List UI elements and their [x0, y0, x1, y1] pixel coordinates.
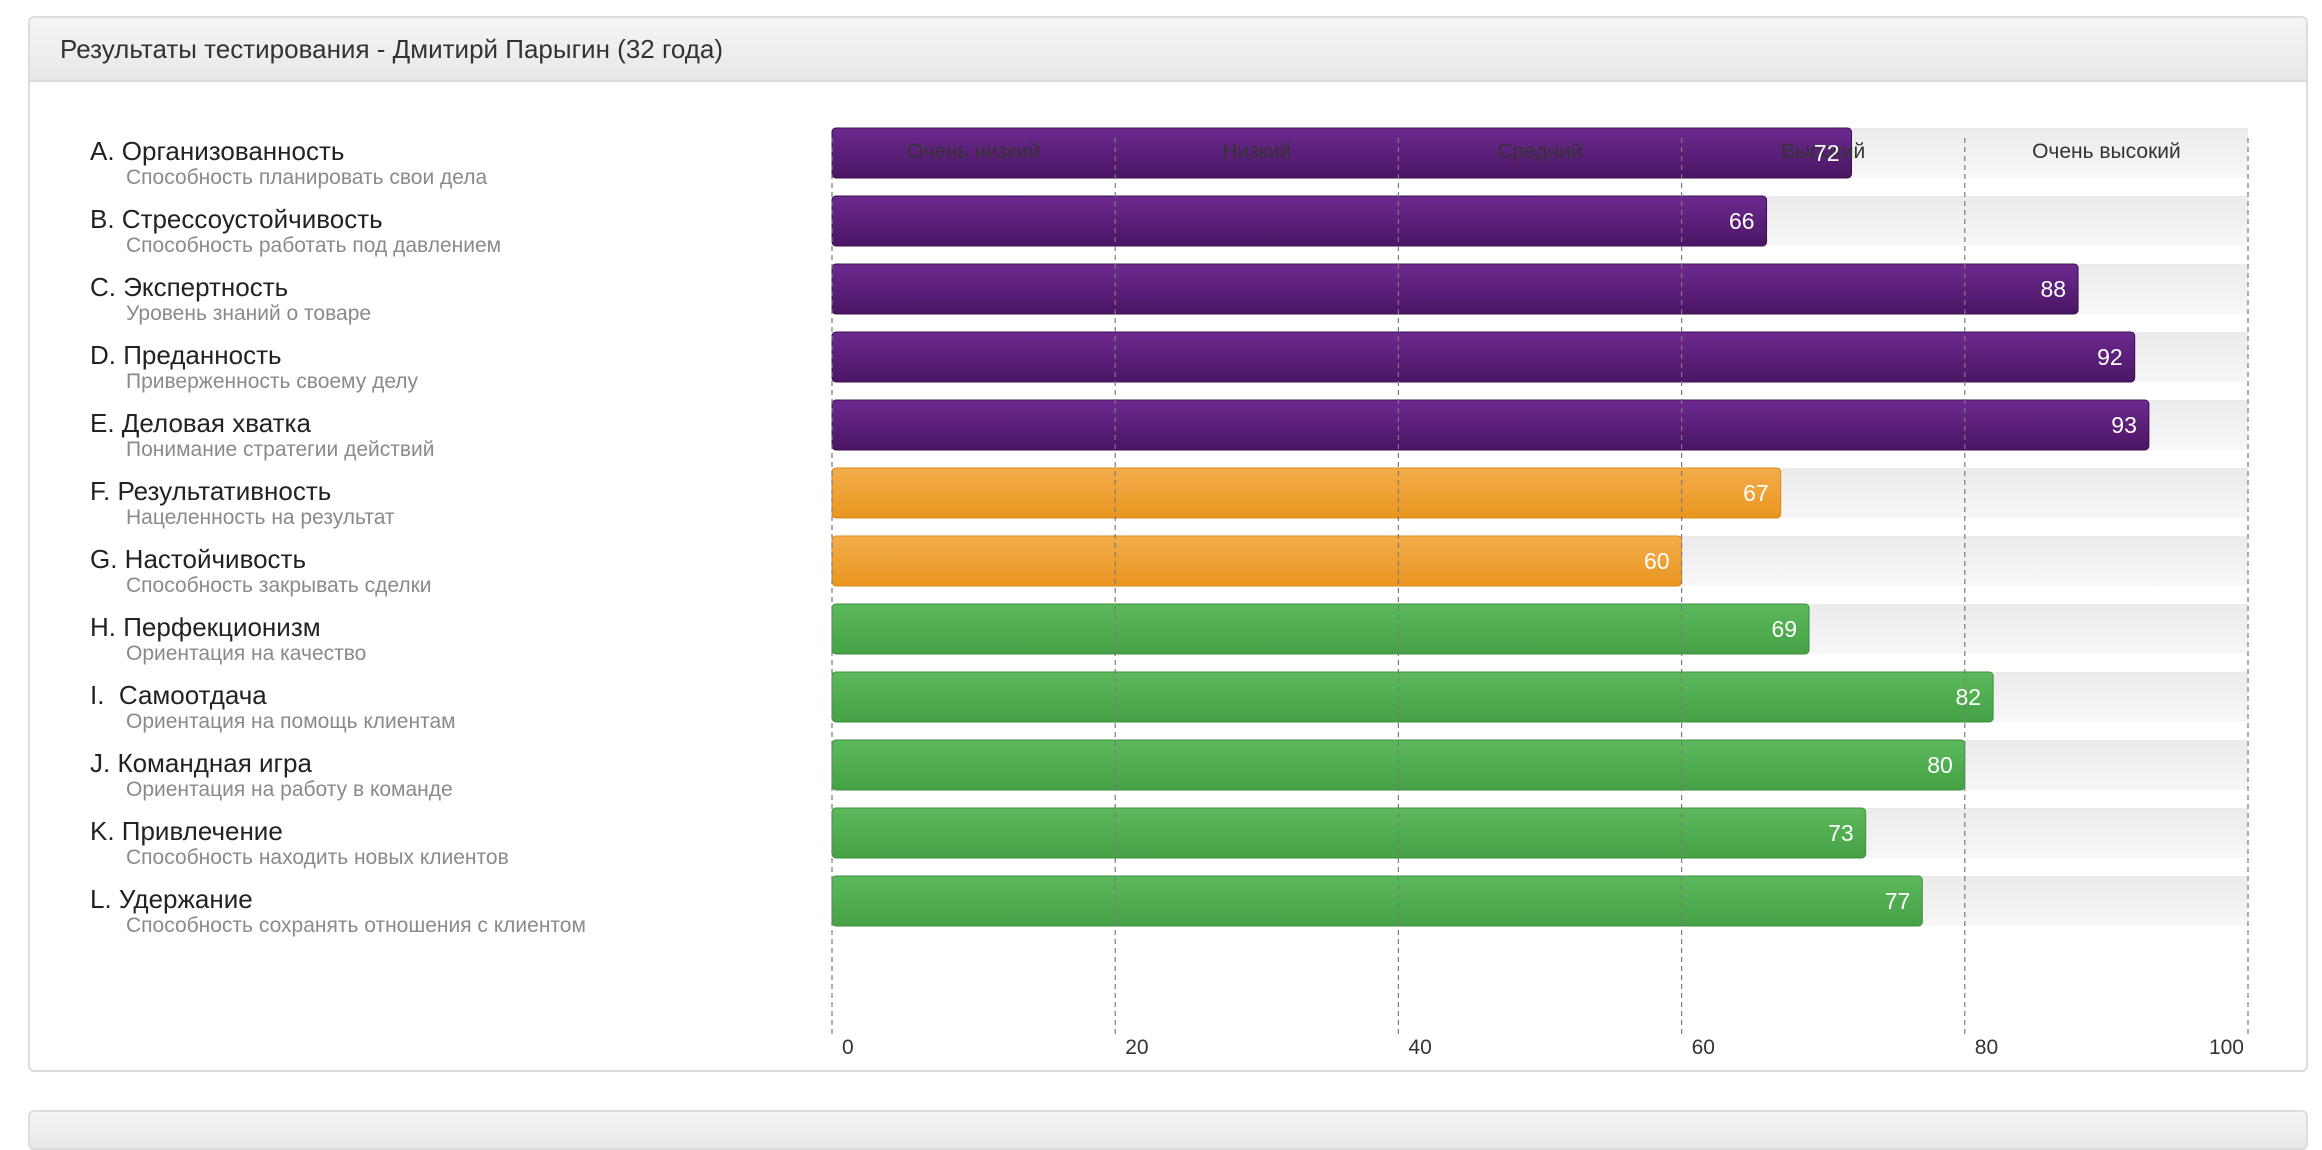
row-subtitle: Ориентация на качество — [126, 642, 366, 665]
row-title: D. Преданность — [90, 340, 282, 370]
row-title: E. Деловая хватка — [90, 408, 311, 438]
bar-value-label: 69 — [1771, 616, 1797, 642]
bar-value-label: 67 — [1743, 480, 1769, 506]
bar-value-label: 73 — [1828, 820, 1854, 846]
row-subtitle: Уровень знаний о товаре — [126, 302, 371, 325]
bar — [831, 739, 1966, 791]
bar-value-labels: 72 66 88 92 93 67 60 69 82 80 73 77 — [1644, 140, 2137, 914]
band-label: Очень высокий — [2032, 140, 2181, 163]
bar — [831, 875, 1923, 927]
x-tick-label: 20 — [1125, 1036, 1148, 1059]
row-subtitle: Приверженность своему делу — [126, 370, 419, 393]
bar-value-label: 88 — [2040, 276, 2066, 302]
bar-value-label: 66 — [1729, 208, 1755, 234]
bar — [831, 263, 2079, 315]
row-title: A. Организованность — [90, 136, 344, 166]
band-label: Очень низкий — [907, 140, 1040, 163]
row-title: J. Командная игра — [90, 748, 313, 778]
x-tick-label: 60 — [1692, 1036, 1715, 1059]
band-label: Низкий — [1222, 140, 1291, 163]
row-title: I. Самоотдача — [90, 680, 267, 710]
bar — [831, 195, 1768, 247]
row-subtitle: Способность закрывать сделки — [126, 574, 432, 597]
band-labels: Очень низкий Низкий Средний Высокий Очень вы… — [907, 140, 2181, 163]
row-title: L. Удержание — [90, 884, 253, 914]
bar-value-label: 72 — [1814, 140, 1840, 166]
bar — [831, 127, 1853, 179]
panel-title: Результаты тестирования - Дмитирй Парыги… — [60, 34, 724, 64]
bar-value-label: 77 — [1885, 888, 1911, 914]
panel-heading: Результаты тестирования - Дмитирй Парыги… — [30, 18, 2306, 82]
bar-value-label: 60 — [1644, 548, 1670, 574]
row-subtitle: Понимание стратегии действий — [126, 438, 435, 461]
row-title: F. Результативность — [90, 476, 331, 506]
next-panel — [28, 1110, 2308, 1150]
bar-value-label: 80 — [1927, 752, 1953, 778]
x-tick-label: 40 — [1408, 1036, 1431, 1059]
row-title: B. Стрессоустойчивость — [90, 204, 383, 234]
row-title: C. Экспертность — [90, 272, 288, 302]
row-subtitle: Способность сохранять отношения с клиент… — [126, 914, 586, 937]
band-label: Высокий — [1781, 140, 1865, 163]
bar — [831, 535, 1683, 587]
x-tick-label: 0 — [842, 1036, 854, 1059]
bars — [831, 127, 2150, 927]
row-title: H. Перфекционизм — [90, 612, 321, 642]
bar — [831, 807, 1867, 859]
x-tick-labels: 0 20 40 60 80 100 — [842, 1036, 2244, 1059]
bar-value-label: 93 — [2111, 412, 2137, 438]
bar — [831, 603, 1810, 655]
bar-value-label: 92 — [2097, 344, 2123, 370]
row-title: G. Настойчивость — [90, 544, 306, 574]
row-subtitle: Ориентация на работу в команде — [126, 778, 453, 801]
row-subtitle: Способность находить новых клиентов — [126, 846, 509, 869]
bar-value-label: 82 — [1956, 684, 1982, 710]
bar — [831, 331, 2136, 383]
bar — [831, 399, 2150, 451]
row-subtitle: Нацеленность на результат — [126, 506, 395, 529]
row-subtitle: Ориентация на помощь клиентам — [126, 710, 456, 733]
x-tick-label: 100 — [2209, 1036, 2244, 1059]
row-title: K. Привлечение — [90, 816, 283, 846]
bar-tracks — [832, 128, 2248, 926]
row-subtitle: Способность работать под давлением — [126, 234, 501, 257]
bar — [831, 467, 1782, 519]
band-label: Средний — [1497, 140, 1582, 163]
x-tick-label: 80 — [1975, 1036, 1998, 1059]
row-subtitle: Способность планировать свои дела — [126, 166, 488, 189]
results-panel: Результаты тестирования - Дмитирй Парыги… — [28, 16, 2308, 1072]
bar — [831, 671, 1994, 723]
